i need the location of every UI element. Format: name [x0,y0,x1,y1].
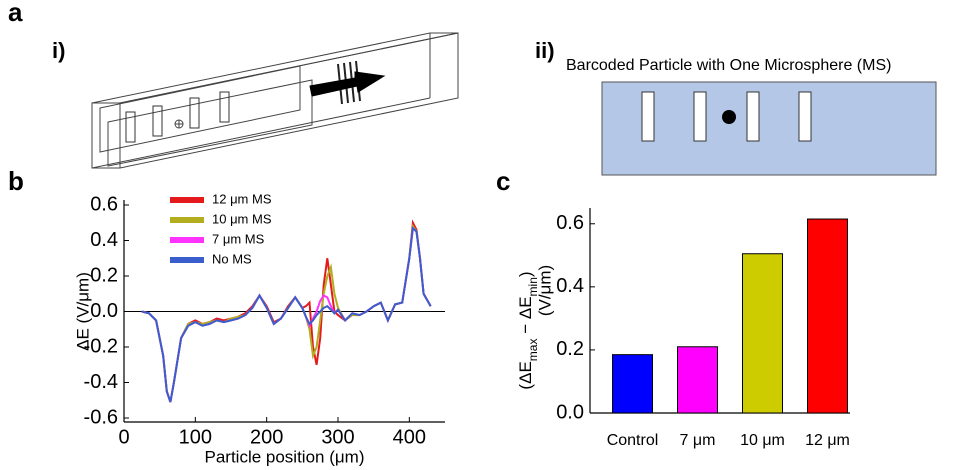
diagram-title: Barcoded Particle with One Microsphere (… [566,57,891,74]
x-tick-label: Control [607,432,659,449]
panel-sublabel: i) [52,38,65,63]
legend-label: 7 μm MS [212,231,265,246]
x-tick-label: 400 [393,426,426,448]
x-axis-label: Particle position (μm) [204,447,364,466]
x-tick-label: 10 μm [740,432,785,449]
y-axis-label-part: ) [516,271,535,277]
y-tick-label: 0.0 [556,401,584,423]
series-line [141,225,432,403]
y-axis-label-part: max [526,339,540,362]
x-tick-label: 0 [118,426,129,448]
y-axis-label-part: min [526,277,540,296]
y-axis-label: (ΔEmax − ΔEmin) [516,271,540,389]
panel-sublabel: ii) [535,38,555,63]
legend-label: 10 μm MS [212,211,272,226]
y-tick-label: 0.0 [90,300,118,322]
panel-label: c [496,166,510,196]
y-tick-label: 0.6 [90,193,118,215]
x-tick-label: 7 μm [680,432,716,449]
legend-label: 12 μm MS [212,191,272,206]
bar [677,346,718,414]
channel-diagram [91,32,459,169]
legend-label: No MS [212,251,252,266]
y-tick-label: 0.2 [556,338,584,360]
y-axis-unit: (V/μm) [535,265,554,316]
series-line [141,225,432,403]
y-tick-label: -0.2 [84,335,118,357]
particle-diagram [601,81,937,176]
y-tick-label: 0.4 [90,229,118,251]
series-line [141,223,432,403]
y-tick-label: 0.2 [90,264,118,286]
panel-label: b [8,166,24,196]
x-tick-label: 200 [250,426,283,448]
y-axis-label-part: − ΔE [516,296,535,338]
bar [742,253,783,414]
y-axis-label-part: (ΔE [516,361,535,389]
bar [612,354,653,414]
y-tick-label: -0.4 [84,371,118,393]
y-tick-label: 0.6 [556,212,584,234]
y-tick-label: 0.4 [556,275,584,297]
bar [807,218,848,414]
panel-label: a [8,0,23,27]
y-tick-label: -0.6 [84,406,118,428]
y-axis-label: ΔE (V/μm) [73,272,92,351]
x-tick-label: 100 [179,426,212,448]
x-tick-label: 12 μm [805,432,850,449]
x-tick-label: 300 [321,426,354,448]
